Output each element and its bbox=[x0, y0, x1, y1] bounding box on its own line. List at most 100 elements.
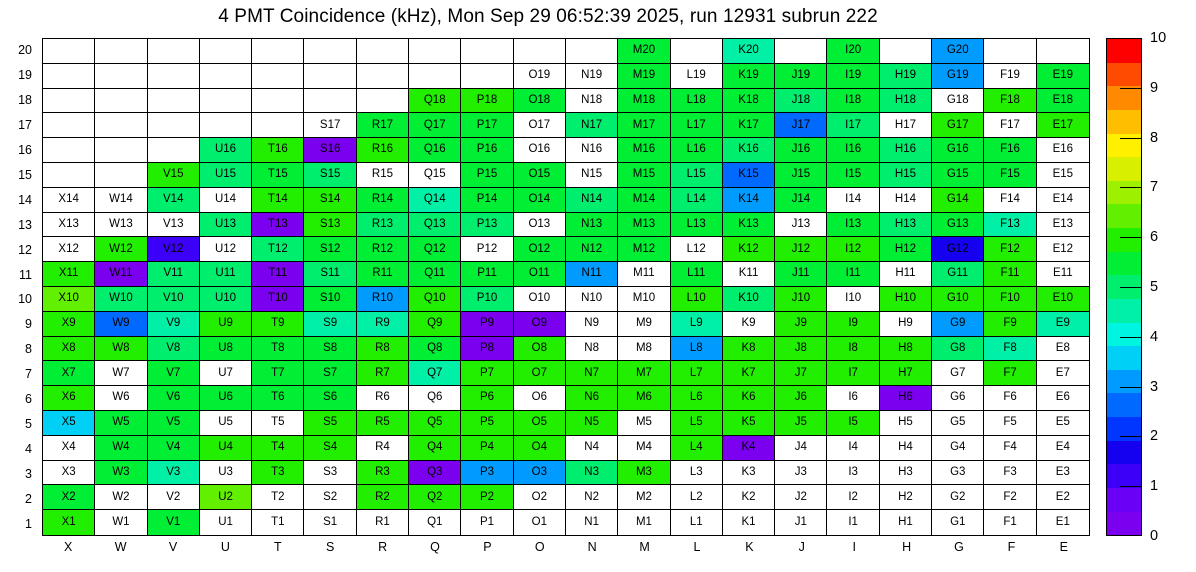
heatmap-cell-E1: E1 bbox=[1036, 510, 1089, 535]
heatmap-cell-F11: F11 bbox=[984, 262, 1037, 287]
heatmap-cell-L4: L4 bbox=[670, 435, 723, 461]
heatmap-cell-label: W14 bbox=[109, 192, 133, 205]
heatmap-cell-empty bbox=[513, 39, 566, 64]
heatmap-cell-P18: P18 bbox=[461, 88, 514, 114]
heatmap-cell-label: K17 bbox=[738, 118, 759, 131]
heatmap-cell-Q3: Q3 bbox=[409, 460, 462, 486]
heatmap-cell-F15: F15 bbox=[984, 162, 1037, 188]
heatmap-cell-X14: X14 bbox=[43, 187, 96, 213]
heatmap-cell-label: Q5 bbox=[427, 416, 443, 429]
heatmap-cell-label: W12 bbox=[109, 242, 133, 255]
heatmap-cell-M18: M18 bbox=[618, 88, 671, 114]
colorbar-band bbox=[1107, 417, 1141, 441]
heatmap-cell-label: G12 bbox=[946, 242, 969, 255]
y-tick-3: 3 bbox=[25, 466, 32, 481]
heatmap-cell-S17: S17 bbox=[304, 113, 357, 139]
heatmap-cell-V5: V5 bbox=[147, 410, 200, 436]
colorbar[interactable] bbox=[1106, 38, 1142, 536]
y-tick-15: 15 bbox=[18, 167, 32, 182]
heatmap-cell-N6: N6 bbox=[565, 386, 619, 411]
heatmap-cell-Q10: Q10 bbox=[409, 286, 462, 312]
heatmap-cell-empty bbox=[984, 39, 1037, 64]
y-tick-9: 9 bbox=[25, 317, 32, 332]
colorbar-band bbox=[1107, 298, 1141, 323]
heatmap-cell-label: S17 bbox=[319, 118, 341, 131]
heatmap-cell-V14: V14 bbox=[147, 187, 200, 213]
heatmap-cell-G11: G11 bbox=[932, 262, 985, 287]
x-tick-M: M bbox=[639, 540, 650, 554]
heatmap-cell-label: T1 bbox=[271, 515, 285, 528]
heatmap-cell-G5: G5 bbox=[932, 410, 985, 436]
heatmap-cell-M12: M12 bbox=[618, 237, 671, 263]
heatmap-cell-X1: X1 bbox=[43, 510, 96, 535]
heatmap-cell-empty bbox=[409, 63, 462, 89]
heatmap-cell-V10: V10 bbox=[147, 286, 200, 312]
heatmap-cell-Q9: Q9 bbox=[409, 311, 462, 337]
colorbar-tick-mark bbox=[1120, 187, 1142, 189]
heatmap-cell-K14: K14 bbox=[722, 187, 776, 213]
heatmap-cell-label: H13 bbox=[894, 217, 916, 230]
heatmap-cell-label: X3 bbox=[61, 465, 76, 478]
heatmap-cell-N9: N9 bbox=[565, 311, 619, 337]
heatmap-cell-H9: H9 bbox=[879, 311, 933, 337]
y-tick-5: 5 bbox=[25, 416, 32, 431]
heatmap-cell-label: M4 bbox=[635, 440, 652, 453]
heatmap-cell-I4: I4 bbox=[827, 435, 880, 461]
heatmap-cell-empty bbox=[199, 113, 253, 139]
heatmap-cell-label: K13 bbox=[738, 217, 759, 230]
heatmap-cell-O2: O2 bbox=[513, 485, 566, 511]
heatmap-cell-G10: G10 bbox=[932, 286, 985, 312]
heatmap-cell-E11: E11 bbox=[1036, 262, 1089, 287]
heatmap-cell-E2: E2 bbox=[1036, 485, 1089, 511]
heatmap-cell-label: F4 bbox=[1003, 440, 1017, 453]
heatmap-cell-M10: M10 bbox=[618, 286, 671, 312]
heatmap-cell-label: X13 bbox=[58, 217, 79, 230]
heatmap-cell-W2: W2 bbox=[95, 485, 148, 511]
heatmap-cell-label: R4 bbox=[375, 440, 390, 453]
heatmap-cell-label: K20 bbox=[738, 44, 759, 57]
heatmap-cell-label: Q17 bbox=[423, 118, 446, 131]
heatmap-cell-E15: E15 bbox=[1036, 162, 1089, 188]
heatmap-cell-E7: E7 bbox=[1036, 361, 1089, 387]
colorbar-band bbox=[1107, 393, 1141, 417]
heatmap-cell-label: P18 bbox=[476, 93, 498, 106]
heatmap-cell-G8: G8 bbox=[932, 336, 985, 362]
heatmap-cell-J5: J5 bbox=[775, 410, 828, 436]
colorbar-tick-5: 5 bbox=[1150, 279, 1159, 295]
heatmap-cell-K11: K11 bbox=[722, 262, 776, 287]
heatmap-cell-label: U4 bbox=[218, 440, 233, 453]
heatmap-cell-label: S11 bbox=[320, 267, 340, 280]
heatmap-cell-G17: G17 bbox=[932, 113, 985, 139]
heatmap-cell-label: O18 bbox=[528, 93, 551, 106]
heatmap-cell-F9: F9 bbox=[984, 311, 1037, 337]
heatmap-cell-G19: G19 bbox=[932, 63, 985, 89]
x-tick-G: G bbox=[954, 540, 964, 554]
x-tick-R: R bbox=[378, 540, 388, 554]
heatmap-cell-R17: R17 bbox=[356, 113, 410, 139]
heatmap-cell-label: M10 bbox=[632, 292, 656, 305]
heatmap-cell-X2: X2 bbox=[43, 485, 96, 511]
heatmap-cell-W14: W14 bbox=[95, 187, 148, 213]
heatmap-cell-label: I12 bbox=[845, 242, 862, 255]
heatmap-cell-label: L7 bbox=[689, 366, 703, 379]
heatmap-cell-M7: M7 bbox=[618, 361, 671, 387]
heatmap-cell-U9: U9 bbox=[199, 311, 253, 337]
heatmap-cell-label: S6 bbox=[323, 391, 338, 404]
heatmap-cell-label: H1 bbox=[898, 515, 913, 528]
x-tick-S: S bbox=[326, 540, 335, 554]
heatmap-cell-label: O11 bbox=[528, 267, 550, 280]
heatmap-cell-label: G19 bbox=[946, 68, 969, 81]
heatmap-cell-label: O1 bbox=[531, 515, 547, 528]
heatmap-cell-label: X7 bbox=[61, 366, 76, 379]
heatmap-cell-label: R8 bbox=[375, 341, 390, 354]
heatmap-cell-label: P15 bbox=[476, 168, 498, 181]
heatmap-cell-label: F9 bbox=[1003, 316, 1017, 329]
heatmap-cell-label: F14 bbox=[1000, 192, 1020, 205]
heatmap-cell-label: I20 bbox=[845, 44, 862, 57]
heatmap-cell-S15: S15 bbox=[304, 162, 357, 188]
heatmap-cell-W13: W13 bbox=[95, 212, 148, 238]
heatmap-cell-O7: O7 bbox=[513, 361, 566, 387]
heatmap-cell-S8: S8 bbox=[304, 336, 357, 362]
heatmap-cell-label: S14 bbox=[319, 192, 341, 205]
heatmap-cell-K15: K15 bbox=[722, 162, 776, 188]
